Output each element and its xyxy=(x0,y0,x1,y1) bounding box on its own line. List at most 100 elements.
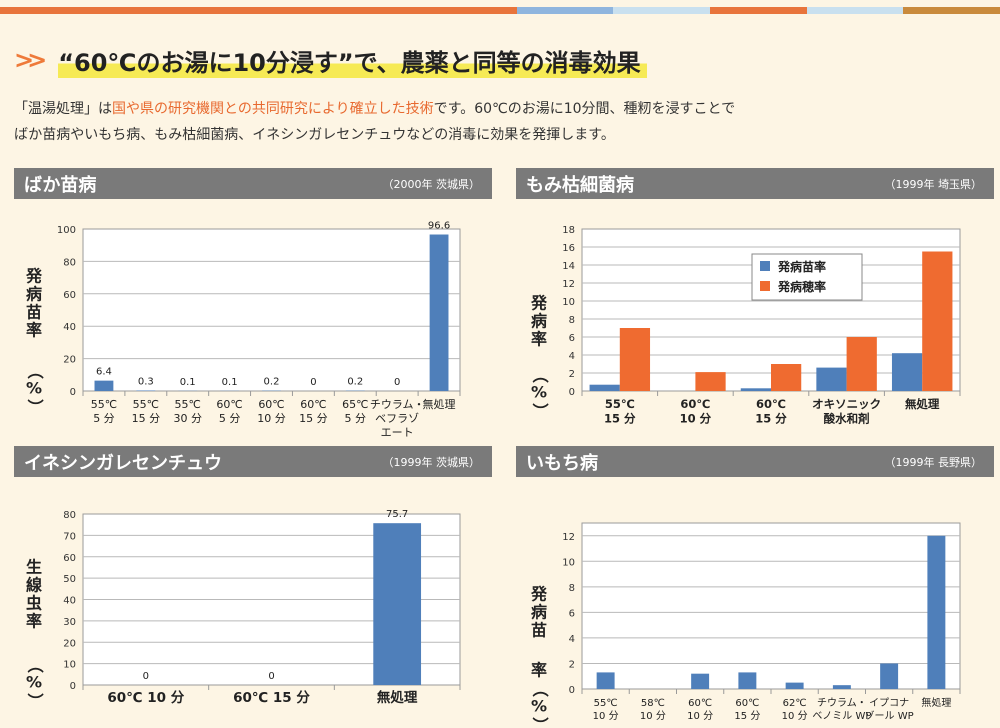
legend-label: 発病苗率 xyxy=(777,259,826,274)
y-axis-label-char: 線 xyxy=(26,576,42,595)
data-label: 0 xyxy=(268,671,274,682)
x-category-label: 酸水和剤 xyxy=(824,412,870,426)
y-tick-label: 20 xyxy=(63,355,76,366)
panel-header: イネシンガレセンチュウ （1999年 茨城県） xyxy=(14,446,492,477)
y-axis-label-char: 病 xyxy=(531,603,547,622)
panel-bakanae: ばか苗病 （2000年 茨城県） 0 20 40 60 80 100 発病苗率（%） 55℃ 5… xyxy=(14,168,492,444)
page-title: “60℃のお湯に10分浸す”で、農薬と同等の消毒効果 xyxy=(58,42,647,78)
intro-line-1: 「温湯処理」は国や県の研究機関との共同研究により確立した技術です。60℃のお湯に… xyxy=(14,96,994,122)
y-axis-label-char: ） xyxy=(531,717,550,728)
x-category-label: 60℃ 10 分 xyxy=(107,690,184,706)
bar-series2 xyxy=(922,251,953,391)
bar xyxy=(880,663,899,689)
y-axis-label-char: （ xyxy=(26,657,45,673)
y-axis-label-char: % xyxy=(531,383,547,402)
y-tick-label: 6 xyxy=(569,333,575,344)
x-category-label: 15 分 xyxy=(299,412,328,425)
panel-title: ばか苗病 xyxy=(24,174,97,196)
y-tick-label: 40 xyxy=(63,596,76,607)
x-category-label: オキソニック xyxy=(812,397,881,411)
panel-header: ばか苗病 （2000年 茨城県） xyxy=(14,168,492,199)
y-tick-label: 0 xyxy=(569,387,575,398)
panel-source: （1999年 茨城県） xyxy=(382,455,481,469)
y-axis-label-char: 生 xyxy=(26,558,42,577)
x-category-label: 65℃ xyxy=(342,398,368,411)
data-label: 6.4 xyxy=(96,367,112,378)
x-category-label: 5 分 xyxy=(345,412,367,425)
y-tick-label: 80 xyxy=(63,510,76,521)
y-tick-label: 8 xyxy=(569,315,575,326)
x-category-label: 10 分 xyxy=(687,710,713,722)
bar xyxy=(785,682,804,689)
bar xyxy=(738,672,757,689)
double-chevron-icon: >> xyxy=(14,46,47,74)
panel-imochi: いもち病 （1999年 長野県） 0 2 4 6 8 10 12 発病苗率（%） 55℃ 10 分… xyxy=(516,446,994,728)
y-tick-label: 50 xyxy=(63,574,76,585)
y-axis-label-char: 発 xyxy=(530,585,548,604)
y-tick-label: 12 xyxy=(562,532,575,543)
bar xyxy=(832,685,851,689)
y-axis-label-char: 苗 xyxy=(531,621,547,640)
y-axis-label-char: 発 xyxy=(530,294,548,313)
x-category-label: 10 分 xyxy=(257,412,286,425)
y-axis-label-char: ） xyxy=(26,399,45,415)
data-label: 0.1 xyxy=(180,377,196,388)
x-category-label: ベフラゾ xyxy=(375,412,419,425)
y-tick-label: 60 xyxy=(63,553,76,564)
intro-highlight: 国や県の研究機関との共同研究により確立した技術 xyxy=(112,101,434,117)
plot-area xyxy=(82,228,461,392)
x-category-label: 10 分 xyxy=(782,710,808,722)
x-category-label: チウラム・ xyxy=(370,398,425,411)
y-tick-label: 18 xyxy=(562,225,575,236)
bar-series1 xyxy=(891,353,923,391)
y-tick-label: 6 xyxy=(569,608,575,619)
x-category-label: 60℃ xyxy=(258,398,284,411)
panel-title: いもち病 xyxy=(526,452,598,474)
panel-header: もみ枯細菌病 （1999年 埼玉県） xyxy=(516,168,994,199)
y-tick-label: 20 xyxy=(63,638,76,649)
bar-series2 xyxy=(771,364,802,391)
x-category-label: 60℃ xyxy=(216,398,242,411)
y-axis-label-char: 率 xyxy=(531,661,547,680)
x-category-label: 10 分 xyxy=(593,710,619,722)
data-label: 0.3 xyxy=(138,377,154,388)
y-tick-label: 14 xyxy=(562,261,575,272)
y-axis-label-char: （ xyxy=(26,363,45,379)
bar-series1 xyxy=(589,384,620,391)
data-label: 0.2 xyxy=(347,377,363,388)
x-category-label: ベノミル WP xyxy=(812,710,871,722)
x-category-label: 30 分 xyxy=(173,412,202,425)
x-category-label: 60℃ xyxy=(300,398,326,411)
data-label: 0 xyxy=(310,377,316,388)
bar xyxy=(927,535,946,689)
top-color-strip xyxy=(0,7,1000,14)
x-category-label: 無処理 xyxy=(905,397,940,411)
x-category-label: 無処理 xyxy=(423,397,456,411)
y-tick-label: 60 xyxy=(63,290,76,301)
x-category-label: 60℃ xyxy=(680,397,710,411)
y-axis-label-char: 病 xyxy=(26,285,42,304)
panel-header: いもち病 （1999年 長野県） xyxy=(516,446,994,477)
y-tick-label: 40 xyxy=(63,322,76,333)
x-category-label: ゾール WP xyxy=(865,710,914,722)
data-label: 75.7 xyxy=(386,509,408,520)
data-label: 0.2 xyxy=(264,377,280,388)
panel-source: （2000年 茨城県） xyxy=(382,177,481,191)
y-tick-label: 12 xyxy=(562,279,575,290)
y-axis-label-char: （ xyxy=(531,681,550,697)
x-category-label: 10 分 xyxy=(680,412,712,426)
x-category-label: 15 分 xyxy=(132,412,161,425)
x-category-label: 15 分 xyxy=(604,412,636,426)
x-category-label: 無処理 xyxy=(377,689,418,706)
data-label: 0 xyxy=(143,671,149,682)
y-tick-label: 2 xyxy=(569,659,575,670)
legend-box xyxy=(751,253,863,301)
bar-series2 xyxy=(846,337,877,391)
y-axis-label-char: ） xyxy=(531,403,550,419)
x-category-label: 55℃ xyxy=(175,398,201,411)
y-axis-label-char: ） xyxy=(26,693,45,709)
x-category-label: 55℃ xyxy=(91,398,117,411)
x-category-label: 15 分 xyxy=(734,710,760,722)
